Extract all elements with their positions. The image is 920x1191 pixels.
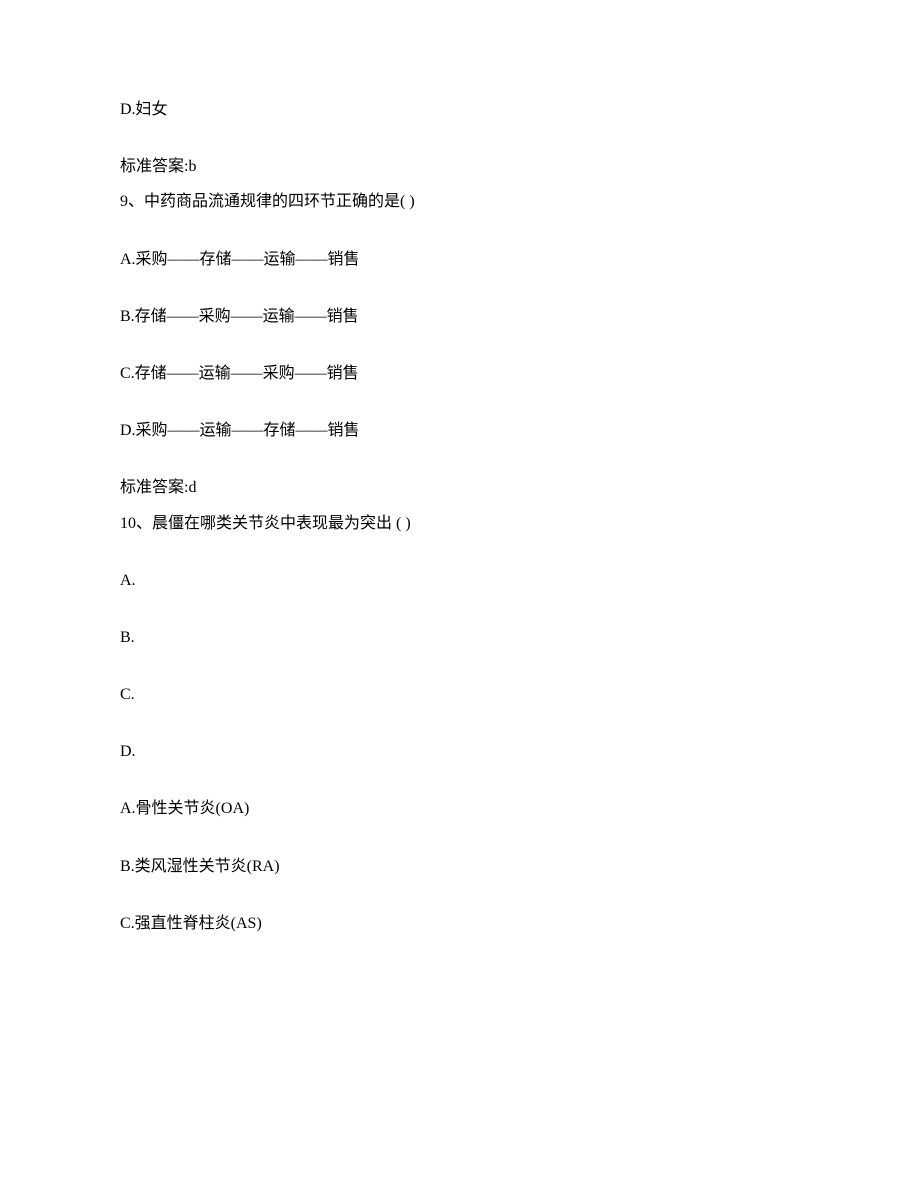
text-line: D. <box>120 742 800 761</box>
document-body: D.妇女标准答案:b 9、中药商品流通规律的四环节正确的是( ) A.采购——存储—… <box>120 100 800 933</box>
answer-question-group: 标准答案:b 9、中药商品流通规律的四环节正确的是( ) <box>120 157 800 211</box>
text-line: 标准答案:d <box>120 478 800 497</box>
text-line: A. <box>120 571 800 590</box>
text-line: B.类风湿性关节炎(RA) <box>120 857 800 876</box>
text-line: A.采购——存储——运输——销售 <box>120 250 800 269</box>
text-line: 标准答案:b <box>120 157 800 176</box>
text-line: B. <box>120 628 800 647</box>
text-line: 9、中药商品流通规律的四环节正确的是( ) <box>120 192 800 211</box>
text-line: C. <box>120 685 800 704</box>
text-line: A.骨性关节炎(OA) <box>120 799 800 818</box>
answer-question-group: 标准答案:d 10、晨僵在哪类关节炎中表现最为突出 ( ) <box>120 478 800 532</box>
text-line: 10、晨僵在哪类关节炎中表现最为突出 ( ) <box>120 514 800 533</box>
text-line: B.存储——采购——运输——销售 <box>120 307 800 326</box>
text-line: D.采购——运输——存储——销售 <box>120 421 800 440</box>
text-line: D.妇女 <box>120 100 800 119</box>
text-line: C.存储——运输——采购——销售 <box>120 364 800 383</box>
text-line: C.强直性脊柱炎(AS) <box>120 914 800 933</box>
